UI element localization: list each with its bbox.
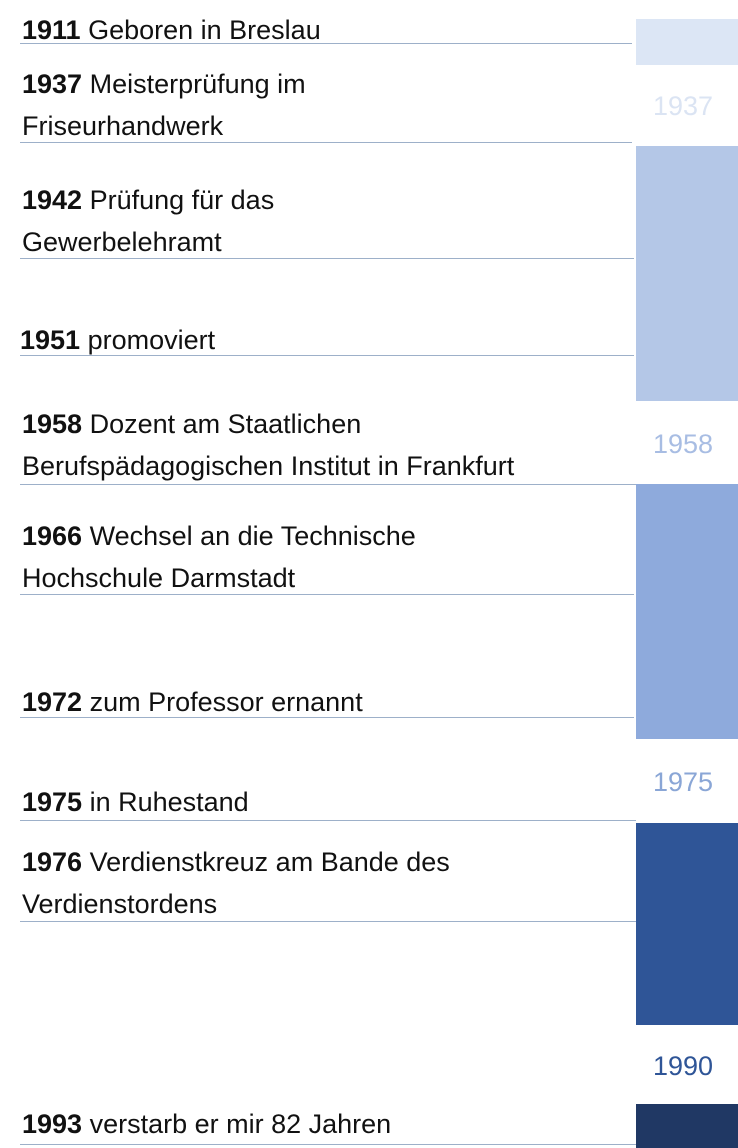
event-text-line2: Friseurhandwerk <box>22 111 224 141</box>
event-1942: 1942 Prüfung für das Gewerbelehramt <box>22 179 274 263</box>
event-year: 1911 <box>22 15 81 45</box>
timeline-bar-1975-1990 <box>636 823 738 1025</box>
event-text: in Ruhestand <box>82 787 249 817</box>
event-year: 1942 <box>22 185 83 215</box>
divider <box>20 717 634 718</box>
event-text: zum Professor ernannt <box>82 687 363 717</box>
event-text-line2: Berufspädagogischen Institut in Frankfur… <box>22 451 515 481</box>
divider <box>20 921 636 922</box>
event-1911: 1911 Geboren in Breslau <box>22 9 321 51</box>
timeline-marker-1937: 1937 <box>652 91 714 121</box>
timeline-marker-1958: 1958 <box>652 429 714 459</box>
divider <box>20 820 636 821</box>
divider <box>20 43 632 44</box>
event-year: 1975 <box>22 787 83 817</box>
divider <box>20 594 634 595</box>
timeline-bar-1937-1958 <box>636 146 738 401</box>
event-text: Prüfung für das <box>82 185 275 215</box>
event-1975: 1975 in Ruhestand <box>22 781 249 823</box>
event-1972: 1972 zum Professor ernannt <box>22 681 363 723</box>
event-text: Wechsel an die Technische <box>82 521 416 551</box>
event-year: 1993 <box>22 1109 83 1139</box>
event-text-line2: Gewerbelehramt <box>22 227 222 257</box>
divider <box>20 355 634 356</box>
event-1966: 1966 Wechsel an die Technische Hochschul… <box>22 515 416 599</box>
event-1976: 1976 Verdienstkreuz am Bande des Verdien… <box>22 841 450 925</box>
event-text: Verdienstkreuz am Bande des <box>82 847 450 877</box>
event-1993: 1993 verstarb er mir 82 Jahren <box>22 1103 391 1145</box>
event-text: promoviert <box>80 325 216 355</box>
event-year: 1972 <box>22 687 83 717</box>
timeline-bar-1911-1937 <box>636 19 738 65</box>
timeline-bar-1990-end <box>636 1104 738 1148</box>
event-text: Dozent am Staatlichen <box>82 409 362 439</box>
divider <box>20 258 634 259</box>
event-1937: 1937 Meisterprüfung im Friseurhandwerk <box>22 63 306 147</box>
event-year: 1976 <box>22 847 83 877</box>
event-1958: 1958 Dozent am Staatlichen Berufspädagog… <box>22 403 514 487</box>
divider <box>20 142 632 143</box>
event-year: 1937 <box>22 69 83 99</box>
timeline-marker-1990: 1990 <box>652 1051 714 1081</box>
timeline-marker-1975: 1975 <box>652 767 714 797</box>
event-text: verstarb er mir 82 Jahren <box>82 1109 392 1139</box>
event-year: 1951 <box>20 325 81 355</box>
event-year: 1966 <box>22 521 83 551</box>
timeline-bar-1958-1975 <box>636 484 738 739</box>
event-1951: 1951 promoviert <box>20 319 215 361</box>
divider <box>20 1144 636 1145</box>
event-text-line2: Verdienstordens <box>22 889 218 919</box>
event-text: Geboren in Breslau <box>80 15 321 45</box>
event-text: Meisterprüfung im <box>82 69 306 99</box>
event-text-line2: Hochschule Darmstadt <box>22 563 296 593</box>
event-year: 1958 <box>22 409 83 439</box>
divider <box>20 484 668 485</box>
